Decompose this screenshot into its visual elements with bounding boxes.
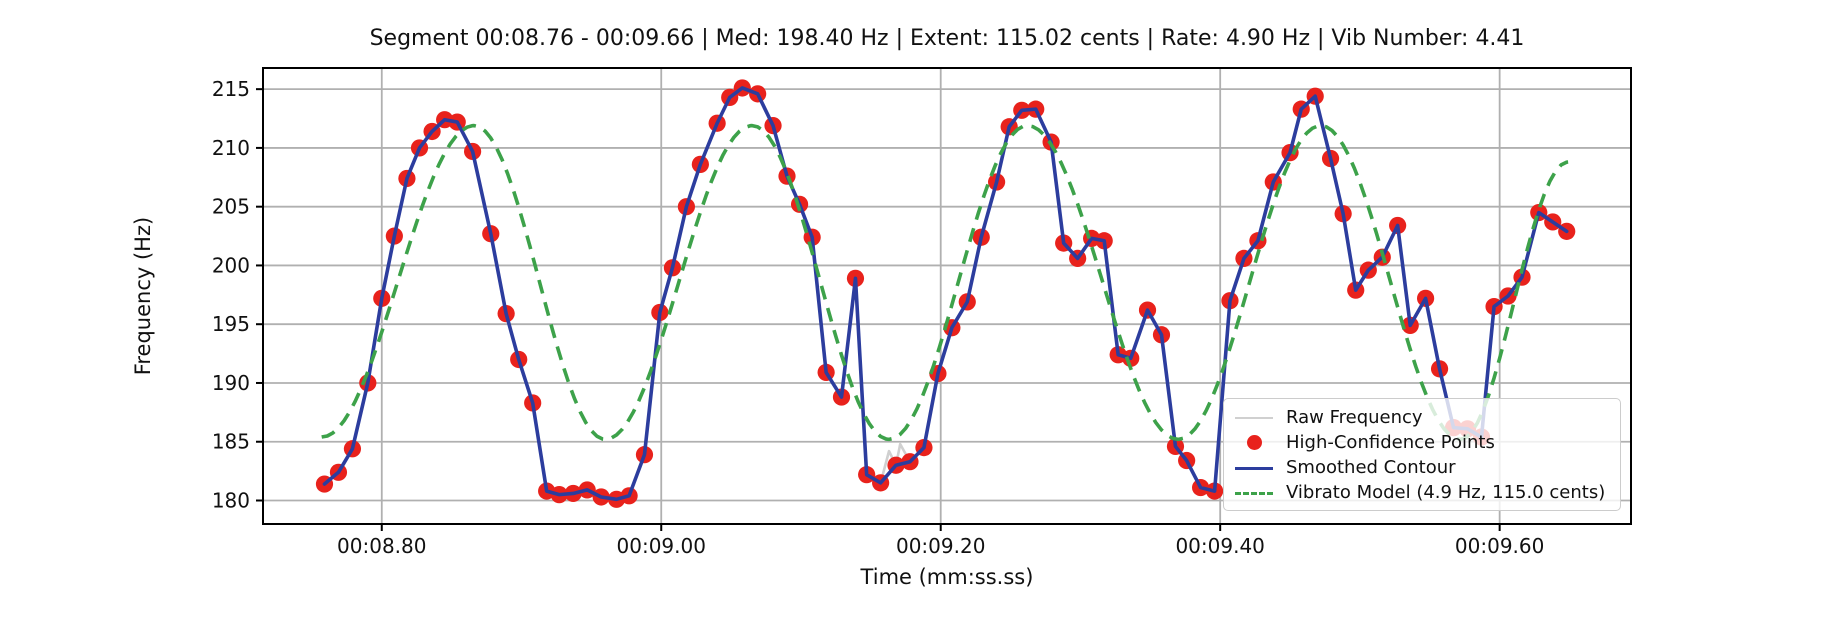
legend-item: Smoothed Contour bbox=[1234, 456, 1612, 481]
smoothed-contour-line bbox=[322, 86, 1569, 502]
legend-item-label: Vibrato Model (4.9 Hz, 115.0 cents) bbox=[1286, 482, 1606, 504]
x-tick-label: 00:09.60 bbox=[1455, 534, 1544, 558]
x-tick-label: 00:09.20 bbox=[896, 534, 985, 558]
y-tick-label: 190 bbox=[212, 371, 250, 395]
y-tick-label: 180 bbox=[212, 488, 250, 512]
axes-frame bbox=[262, 67, 1632, 525]
legend: Raw Frequency High-Confidence Points Smoot… bbox=[1223, 398, 1621, 511]
x-tick-label: 00:09.00 bbox=[617, 534, 706, 558]
legend-line-icon bbox=[1234, 466, 1274, 470]
y-tick-label: 210 bbox=[212, 136, 250, 160]
y-tick-label: 205 bbox=[212, 195, 250, 219]
y-tick-label: 200 bbox=[212, 253, 250, 277]
y-tick-label: 185 bbox=[212, 430, 250, 454]
legend-marker-icon bbox=[1234, 435, 1274, 451]
legend-line-icon bbox=[1234, 416, 1274, 419]
legend-item-label: Raw Frequency bbox=[1286, 406, 1423, 428]
legend-item: High-Confidence Points bbox=[1234, 430, 1612, 455]
legend-item-label: High-Confidence Points bbox=[1286, 431, 1495, 453]
x-axis-label: Time (mm:ss.ss) bbox=[860, 565, 1034, 589]
y-tick-label: 195 bbox=[212, 312, 250, 336]
legend-item: Vibrato Model (4.9 Hz, 115.0 cents) bbox=[1234, 481, 1612, 506]
legend-item: Raw Frequency bbox=[1234, 405, 1612, 430]
y-tick-label: 215 bbox=[212, 77, 250, 101]
vibrato-model-line bbox=[321, 123, 1569, 442]
legend-dashed-line-icon bbox=[1234, 491, 1274, 495]
x-tick-label: 00:08.80 bbox=[337, 534, 426, 558]
chart-title: Segment 00:08.76 - 00:09.66 | Med: 198.4… bbox=[369, 26, 1525, 51]
legend-item-label: Smoothed Contour bbox=[1286, 457, 1456, 479]
x-tick-label: 00:09.40 bbox=[1175, 534, 1264, 558]
